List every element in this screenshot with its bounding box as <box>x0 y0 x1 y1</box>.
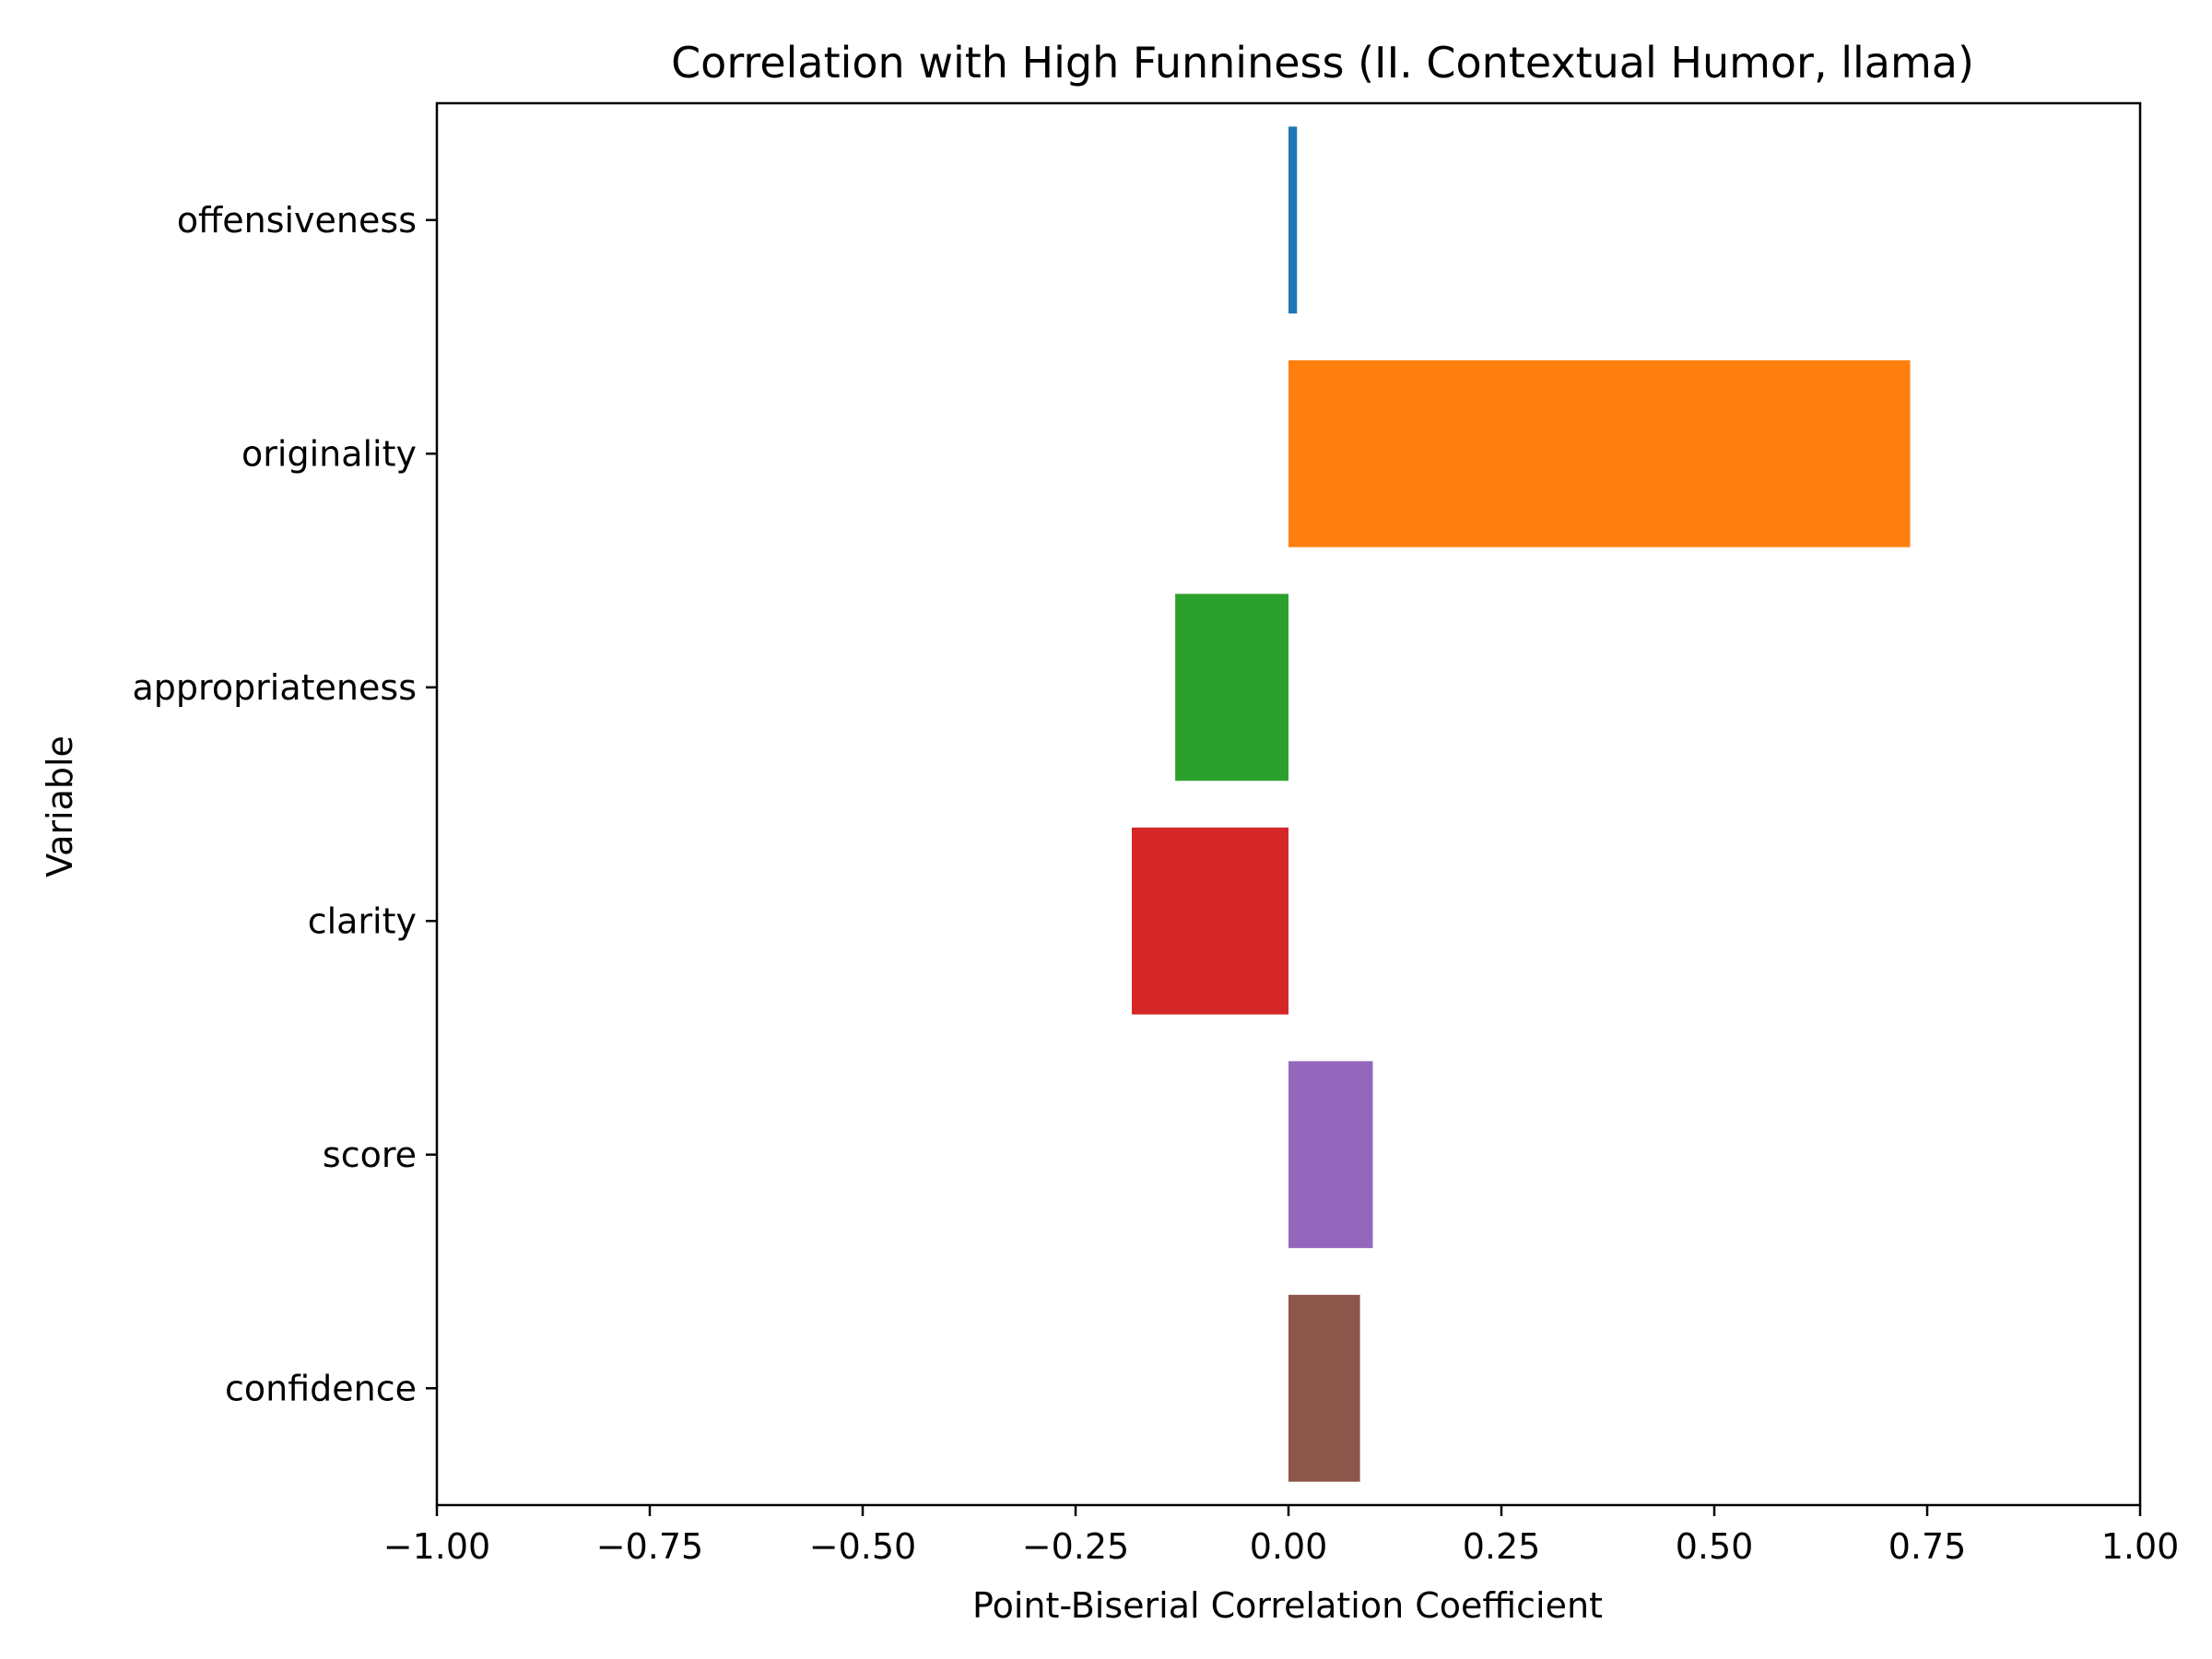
y-tick-label-originality: originality <box>241 433 417 474</box>
x-tick-label: 0.50 <box>1676 1526 1754 1567</box>
x-tick-label: −0.50 <box>809 1526 916 1567</box>
bar-offensiveness <box>1288 126 1297 313</box>
x-tick-label: 0.25 <box>1463 1526 1541 1567</box>
x-tick-label: 0.00 <box>1250 1526 1328 1567</box>
x-tick-label: 1.00 <box>2101 1526 2180 1567</box>
y-tick-label-score: score <box>323 1135 417 1175</box>
chart-title: Correlation with High Funniness (II. Con… <box>671 38 1974 88</box>
x-tick-label: 0.75 <box>1888 1526 1967 1567</box>
x-tick-label: −0.25 <box>1022 1526 1129 1567</box>
bars-group <box>1132 126 1911 1481</box>
bar-score <box>1288 1061 1372 1248</box>
y-tick-label-confidence: confidence <box>225 1368 417 1408</box>
y-axis-ticks: offensiveness originality appropriateness c… <box>133 200 438 1409</box>
x-tick-label: −1.00 <box>383 1526 490 1567</box>
y-tick-label-offensiveness: offensiveness <box>177 200 417 241</box>
bar-originality <box>1288 360 1911 547</box>
bar-appropriateness <box>1175 594 1288 781</box>
y-axis-label: Variable <box>40 735 80 877</box>
x-axis-ticks: −1.00 −0.75 −0.50 −0.25 0.00 0.25 0.50 0.75 1.00 <box>383 1505 2180 1567</box>
bar-clarity <box>1132 828 1288 1015</box>
x-tick-label: −0.75 <box>596 1526 703 1567</box>
y-tick-label-clarity: clarity <box>308 900 417 941</box>
x-axis-label: Point-Biserial Correlation Coefficient <box>972 1585 1603 1626</box>
bar-confidence <box>1288 1295 1360 1482</box>
y-tick-label-appropriateness: appropriateness <box>133 667 418 708</box>
